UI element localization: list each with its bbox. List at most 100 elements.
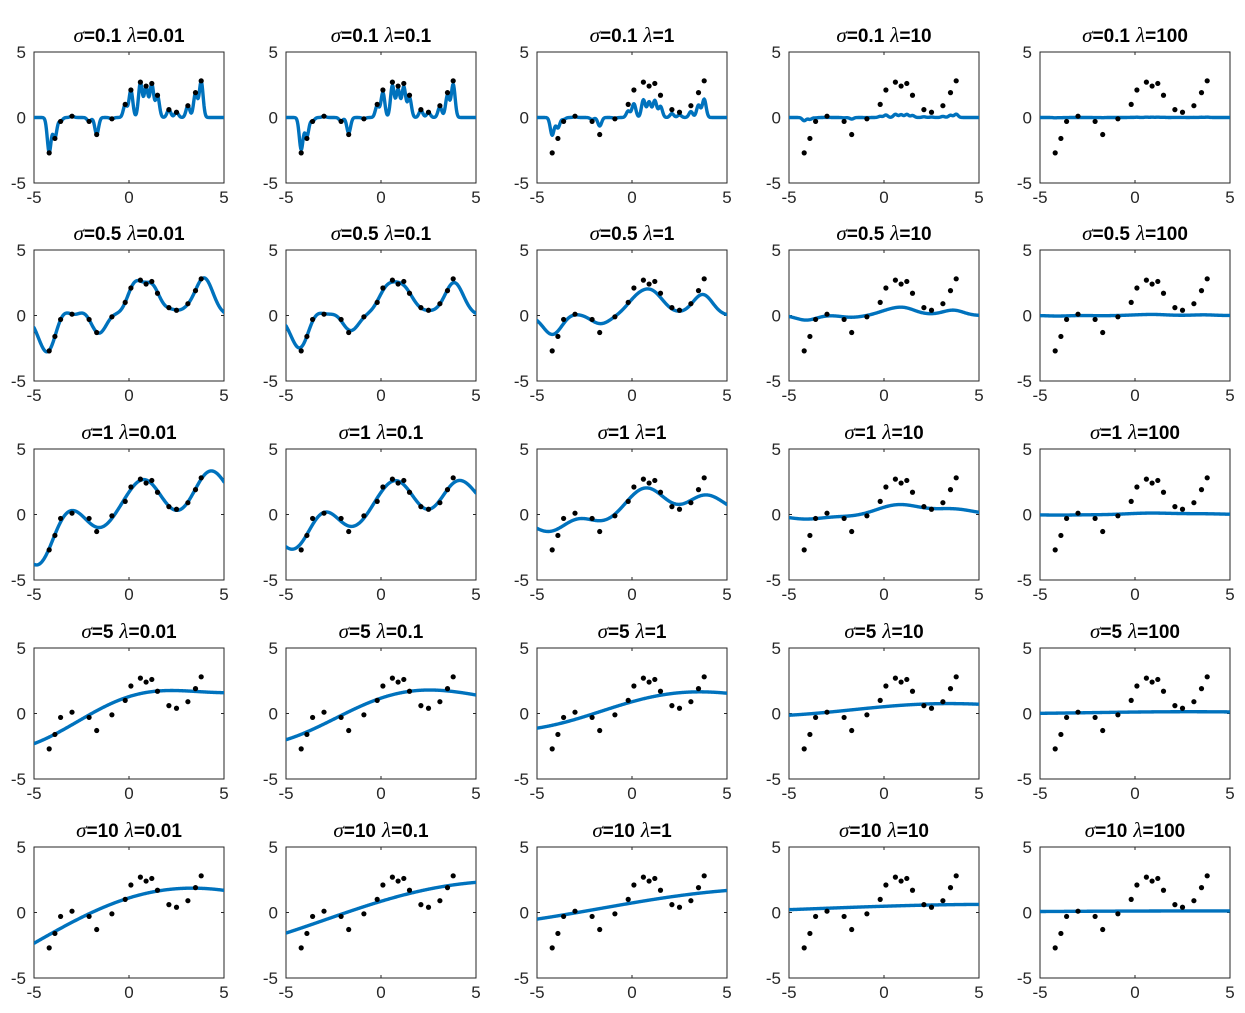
lambda-value: =0.1 <box>394 26 432 47</box>
data-point <box>841 913 847 920</box>
sigma-symbol: σ <box>1090 619 1102 643</box>
data-point <box>58 316 64 323</box>
data-point <box>898 480 904 486</box>
lambda-value: =0.01 <box>136 224 185 245</box>
axes-box <box>536 846 728 979</box>
data-point <box>86 714 92 721</box>
data-point <box>338 913 344 920</box>
lambda-symbol: λ <box>118 619 128 643</box>
x-tick-label: -5 <box>278 983 293 1002</box>
data-point <box>425 307 432 313</box>
subplot-3-1: σ=1 λ=0.01 -5 0 5 -5 0 5 <box>11 420 229 604</box>
data-point <box>198 276 204 282</box>
data-point <box>625 896 631 903</box>
data-point <box>807 333 813 340</box>
x-tick-label: -5 <box>1032 983 1047 1002</box>
fit-line <box>34 469 224 567</box>
data-point <box>640 277 647 283</box>
data-point <box>173 506 180 512</box>
data-point <box>94 329 100 336</box>
data-point <box>801 150 807 156</box>
data-point <box>612 513 618 519</box>
sigma-symbol: σ <box>590 221 602 245</box>
data-point <box>892 79 899 85</box>
data-point <box>1058 532 1064 539</box>
data-point <box>346 528 352 535</box>
y-tick-label: 5 <box>520 43 529 62</box>
subplot-1-4: σ=0.1 λ=10 -5 0 5 -5 0 5 <box>766 23 984 207</box>
data-point <box>304 731 310 738</box>
lambda-value: =10 <box>891 622 923 643</box>
x-tick-label: 0 <box>376 386 385 405</box>
sigma-symbol: σ <box>333 818 345 842</box>
sigma-value: =1 <box>92 423 114 444</box>
lambda-symbol: λ <box>889 23 899 47</box>
y-tick-label: 0 <box>17 904 26 923</box>
data-point <box>425 705 432 711</box>
data-point <box>406 92 413 98</box>
subplot-2-2: σ=0.5 λ=0.1 -5 0 5 -5 0 5 <box>263 221 481 405</box>
x-tick-label: 5 <box>471 188 480 207</box>
data-point <box>137 277 143 283</box>
y-tick-label: -5 <box>263 969 278 988</box>
data-point <box>1134 683 1140 689</box>
data-point <box>395 480 401 486</box>
y-tick-label: 0 <box>269 307 278 326</box>
data-point <box>128 882 134 888</box>
data-point <box>1143 874 1149 880</box>
lambda-symbol: λ <box>1127 420 1137 444</box>
data-point <box>669 703 675 709</box>
data-point <box>401 676 407 683</box>
data-point <box>909 688 916 694</box>
subplot-4-2: σ=5 λ=0.1 -5 0 5 -5 0 5 <box>263 619 481 803</box>
sigma-value: =5 <box>349 622 371 643</box>
x-tick-label: -5 <box>278 784 293 803</box>
data-point <box>389 476 395 482</box>
data-point <box>807 135 813 142</box>
data-point <box>701 78 707 84</box>
data-point <box>58 118 64 125</box>
data-point <box>374 697 380 704</box>
data-point <box>46 150 52 156</box>
subplot-title: σ=0.5 λ=100 <box>1082 221 1188 245</box>
axes-box <box>285 448 477 581</box>
x-tick-label: 5 <box>219 188 228 207</box>
data-point <box>688 500 694 506</box>
sigma-value: =10 <box>86 821 118 842</box>
sigma-symbol: σ <box>592 818 604 842</box>
data-point <box>304 333 310 340</box>
fit-line <box>789 502 979 521</box>
data-point <box>1115 513 1121 519</box>
data-point <box>389 874 395 880</box>
data-point <box>1064 118 1070 125</box>
y-tick-label: 5 <box>520 440 529 459</box>
fit-line <box>34 79 224 155</box>
y-tick-label: 5 <box>17 440 26 459</box>
data-point <box>813 714 819 721</box>
data-point <box>625 498 631 504</box>
data-point <box>346 926 352 933</box>
data-point <box>561 913 567 920</box>
data-point <box>1075 113 1081 119</box>
data-point <box>904 278 910 285</box>
subplot-4-3: σ=5 λ=1 -5 0 5 -5 0 5 <box>514 619 732 803</box>
data-point <box>947 90 954 96</box>
subplot-4-5: σ=5 λ=100 -5 0 5 -5 0 5 <box>1017 619 1235 803</box>
fit-line <box>537 287 727 337</box>
data-point <box>1160 489 1167 495</box>
sigma-value: =5 <box>608 622 630 643</box>
data-point <box>1191 103 1197 109</box>
data-point <box>310 714 316 721</box>
data-point <box>561 118 567 125</box>
axes-box <box>788 249 980 382</box>
lambda-value: =0.01 <box>129 622 178 643</box>
y-tick-label: -5 <box>263 770 278 789</box>
subplot-3-4: σ=1 λ=10 -5 0 5 -5 0 5 <box>766 420 984 604</box>
data-point <box>652 477 658 484</box>
sigma-symbol: σ <box>339 420 351 444</box>
data-point <box>1075 510 1081 516</box>
data-point <box>86 316 92 323</box>
data-point <box>940 898 946 904</box>
data-point <box>849 329 855 336</box>
data-point <box>612 314 618 320</box>
